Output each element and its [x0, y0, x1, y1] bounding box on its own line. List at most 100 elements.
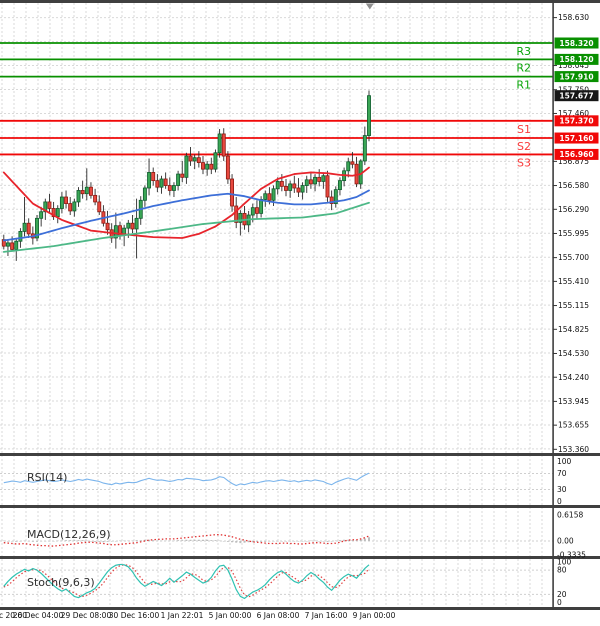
candle	[80, 190, 85, 195]
candle	[84, 186, 89, 195]
candle	[188, 155, 193, 162]
candle	[279, 181, 284, 187]
time-axis-label: 9 Jan 00:00	[352, 611, 396, 620]
candle	[300, 185, 305, 193]
candle	[171, 185, 176, 191]
svg-text:S3: S3	[517, 156, 531, 169]
time-axis-label: 5 Jan 00:00	[208, 611, 252, 620]
ma-fast-red-line	[2, 166, 370, 239]
svg-text:155.115: 155.115	[558, 301, 589, 310]
macd-histogram	[2, 537, 370, 544]
svg-text:155.410: 155.410	[558, 277, 589, 286]
candle	[225, 155, 230, 180]
current-time-marker	[365, 3, 374, 10]
candle	[304, 179, 309, 186]
ma-slow-green-line	[2, 201, 370, 253]
candle	[180, 173, 185, 178]
candle	[26, 222, 31, 235]
resistance-price-tag	[554, 71, 599, 83]
candle	[59, 196, 64, 209]
candle	[167, 185, 172, 191]
candle	[296, 187, 301, 193]
candle	[329, 196, 334, 204]
svg-text:20: 20	[557, 590, 567, 599]
candle	[238, 212, 243, 223]
svg-text:0.6158: 0.6158	[557, 511, 583, 520]
current-price-tag	[554, 90, 599, 102]
candle	[126, 222, 131, 229]
svg-text:0: 0	[557, 598, 562, 607]
candle	[18, 231, 23, 242]
candle	[22, 222, 27, 232]
candle	[155, 180, 160, 188]
svg-text:80: 80	[557, 566, 567, 575]
stoch-k-line	[3, 563, 370, 600]
svg-text:R1: R1	[516, 79, 531, 92]
svg-text:S1: S1	[517, 123, 531, 136]
stoch-indicator-label: Stoch(9,6,3)	[27, 576, 95, 589]
candle	[317, 176, 322, 182]
candle	[308, 179, 313, 185]
candle	[230, 178, 234, 207]
svg-text:30: 30	[557, 485, 567, 494]
candle	[350, 161, 355, 165]
candle	[288, 183, 293, 191]
candle	[263, 193, 268, 200]
candle	[68, 203, 73, 212]
candle	[35, 217, 39, 239]
svg-text:156.960: 156.960	[559, 150, 593, 159]
svg-text:158.120: 158.120	[559, 55, 593, 64]
svg-text:156.580: 156.580	[558, 181, 589, 190]
candle	[201, 162, 205, 170]
candle	[64, 196, 68, 204]
candle	[267, 193, 272, 201]
candle	[250, 207, 255, 216]
candle	[147, 172, 151, 189]
rsi-indicator-label: RSI(14)	[27, 471, 68, 484]
svg-text:153.655: 153.655	[558, 421, 589, 430]
svg-text:157.750: 157.750	[558, 85, 589, 94]
candle	[333, 189, 338, 204]
candle	[254, 207, 259, 214]
candle	[196, 157, 201, 164]
candle	[192, 157, 197, 162]
svg-text:156.875: 156.875	[558, 157, 589, 166]
candle	[6, 242, 10, 247]
candle	[72, 201, 77, 212]
candle	[213, 152, 218, 170]
candle	[55, 208, 60, 218]
svg-text:153.945: 153.945	[558, 397, 589, 406]
svg-text:158.320: 158.320	[559, 39, 593, 48]
time-axis-label: 7 Jan 16:00	[304, 611, 348, 620]
time-axis[interactable]: c 20:00 26 Dec 04:00 29 Dec 08:00 30 Dec 16…	[0, 611, 600, 625]
price-axis-spine[interactable]	[552, 0, 554, 610]
svg-text:155.995: 155.995	[558, 229, 589, 238]
support-price-tag	[554, 132, 599, 144]
time-axis-label: 6 Jan 08:00	[256, 611, 300, 620]
candle	[284, 185, 288, 191]
pivot-labels: R3 R2 R1 S1 S2 S3	[516, 45, 531, 169]
svg-text:157.910: 157.910	[559, 72, 593, 81]
candle	[105, 222, 110, 231]
candlestick-series[interactable]	[1, 90, 371, 261]
pivot-level-lines	[0, 42, 553, 156]
support-price-tag	[554, 115, 599, 127]
candle	[234, 205, 239, 223]
resistance-price-tag	[554, 37, 599, 49]
candle	[93, 194, 98, 203]
price-axis[interactable]: 158.630 158.045 157.750 157.460 156.875 156.5…	[553, 13, 589, 454]
svg-text:154.530: 154.530	[558, 349, 589, 358]
svg-text:156.290: 156.290	[558, 205, 589, 214]
candle	[346, 161, 351, 172]
svg-text:157.677: 157.677	[559, 91, 593, 100]
candle	[163, 178, 168, 186]
svg-text:157.160: 157.160	[559, 134, 593, 143]
candle	[76, 190, 81, 203]
candle	[205, 163, 210, 170]
stoch-d-line	[3, 564, 370, 598]
svg-text:0.00: 0.00	[557, 537, 574, 546]
candle	[134, 217, 139, 230]
svg-text:R2: R2	[516, 61, 531, 74]
